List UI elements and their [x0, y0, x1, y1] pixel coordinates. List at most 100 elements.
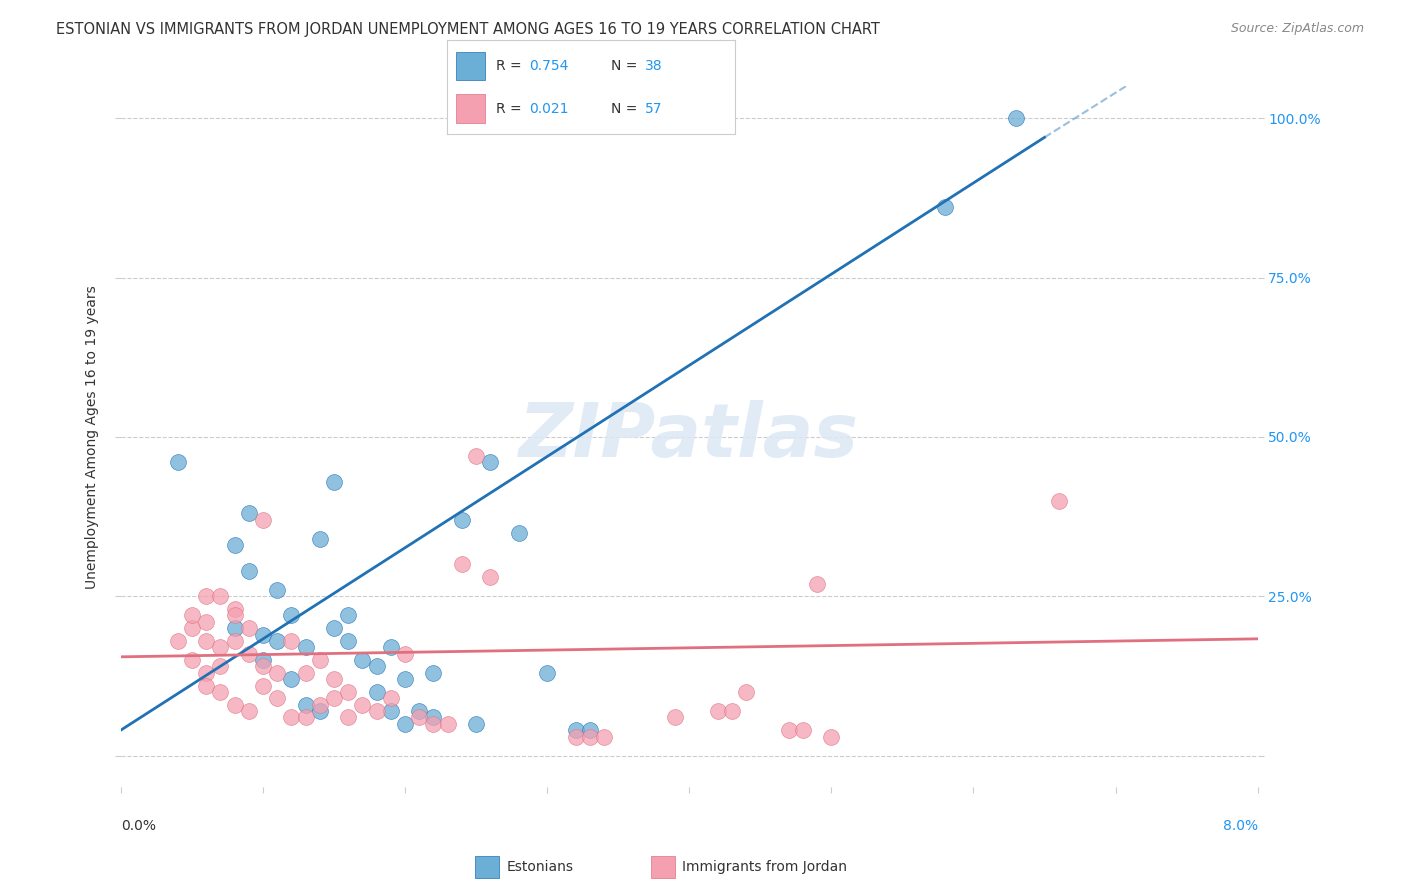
Point	[1005, 112, 1028, 126]
Point	[266, 633, 288, 648]
Point	[578, 723, 600, 738]
Point	[224, 698, 246, 712]
Point	[352, 698, 374, 712]
Point	[224, 621, 246, 635]
Point	[735, 685, 758, 699]
Text: 8.0%: 8.0%	[1223, 819, 1257, 833]
Point	[436, 716, 458, 731]
Point	[394, 647, 416, 661]
Point	[238, 507, 260, 521]
Point	[792, 723, 814, 738]
Point	[664, 710, 686, 724]
Point	[366, 704, 388, 718]
Point	[294, 710, 316, 724]
Point	[266, 582, 288, 597]
Point	[180, 621, 202, 635]
Point	[366, 685, 388, 699]
Point	[308, 704, 330, 718]
Point	[252, 659, 274, 673]
Text: 57: 57	[644, 102, 662, 115]
Point	[224, 633, 246, 648]
Bar	[456, 95, 485, 122]
Point	[479, 570, 502, 584]
Point	[422, 716, 444, 731]
Point	[238, 647, 260, 661]
Text: 38: 38	[644, 60, 662, 73]
Point	[465, 716, 488, 731]
Point	[294, 665, 316, 680]
Point	[224, 608, 246, 623]
Point	[422, 710, 444, 724]
Text: N =: N =	[612, 60, 643, 73]
Point	[166, 455, 188, 469]
Point	[252, 653, 274, 667]
Point	[266, 691, 288, 706]
Text: 0.021: 0.021	[529, 102, 569, 115]
Point	[209, 659, 232, 673]
Point	[195, 665, 218, 680]
Text: ZIPatlas: ZIPatlas	[519, 401, 859, 474]
Point	[380, 691, 402, 706]
Y-axis label: Unemployment Among Ages 16 to 19 years: Unemployment Among Ages 16 to 19 years	[86, 285, 100, 589]
Point	[323, 672, 346, 686]
Point	[209, 685, 232, 699]
Point	[180, 608, 202, 623]
Point	[266, 665, 288, 680]
Point	[224, 538, 246, 552]
Point	[352, 653, 374, 667]
Point	[252, 513, 274, 527]
Point	[280, 710, 302, 724]
Text: Estonians: Estonians	[506, 860, 574, 874]
Point	[578, 730, 600, 744]
Point	[934, 201, 956, 215]
Text: R =: R =	[496, 60, 526, 73]
Point	[366, 659, 388, 673]
Point	[238, 621, 260, 635]
Point	[806, 576, 828, 591]
Text: N =: N =	[612, 102, 643, 115]
Point	[337, 608, 360, 623]
Point	[380, 704, 402, 718]
Point	[451, 558, 474, 572]
Point	[195, 679, 218, 693]
Point	[536, 665, 558, 680]
Point	[820, 730, 842, 744]
Point	[195, 589, 218, 603]
Point	[280, 672, 302, 686]
Point	[508, 525, 530, 540]
Point	[706, 704, 728, 718]
Point	[280, 608, 302, 623]
Bar	[456, 53, 485, 80]
Point	[294, 640, 316, 655]
Point	[380, 640, 402, 655]
Text: Source: ZipAtlas.com: Source: ZipAtlas.com	[1230, 22, 1364, 36]
Point	[224, 602, 246, 616]
Point	[280, 633, 302, 648]
Text: R =: R =	[496, 102, 526, 115]
Point	[238, 704, 260, 718]
Point	[337, 685, 360, 699]
Point	[294, 698, 316, 712]
Point	[308, 698, 330, 712]
Point	[252, 679, 274, 693]
Point	[308, 532, 330, 546]
Point	[209, 640, 232, 655]
Point	[778, 723, 800, 738]
Point	[408, 710, 430, 724]
Point	[323, 691, 346, 706]
Point	[465, 449, 488, 463]
Text: 0.0%: 0.0%	[121, 819, 156, 833]
Point	[166, 633, 188, 648]
Point	[1047, 493, 1070, 508]
Text: ESTONIAN VS IMMIGRANTS FROM JORDAN UNEMPLOYMENT AMONG AGES 16 TO 19 YEARS CORREL: ESTONIAN VS IMMIGRANTS FROM JORDAN UNEMP…	[56, 22, 880, 37]
Point	[337, 710, 360, 724]
Point	[479, 455, 502, 469]
Point	[564, 723, 586, 738]
Point	[323, 621, 346, 635]
Point	[394, 672, 416, 686]
Point	[337, 633, 360, 648]
Text: Immigrants from Jordan: Immigrants from Jordan	[682, 860, 846, 874]
Point	[195, 615, 218, 629]
Point	[721, 704, 744, 718]
Point	[422, 665, 444, 680]
